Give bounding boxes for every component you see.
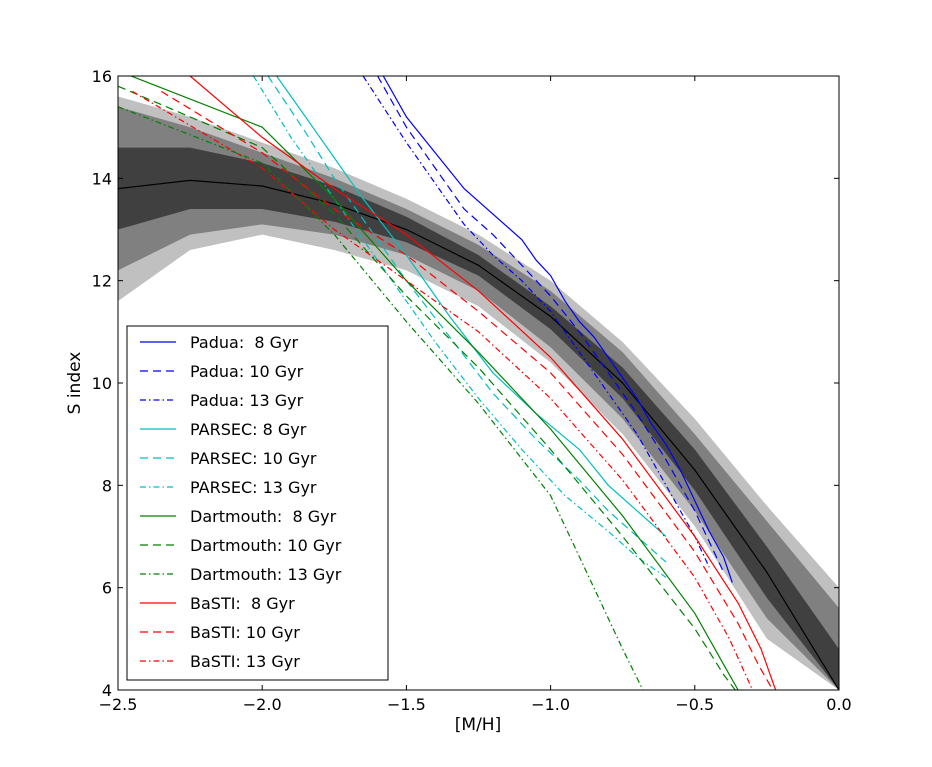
legend-label-9: BaSTI: 8 Gyr [190, 594, 295, 613]
x-tick-label: −2.0 [243, 695, 282, 714]
legend-label-1: Padua: 10 Gyr [190, 362, 304, 381]
legend-label-2: Padua: 13 Gyr [190, 391, 304, 410]
y-tick-label: 4 [102, 681, 112, 700]
series-line-padua-1 [377, 76, 725, 573]
x-tick-label: −2.5 [99, 695, 138, 714]
x-tick-label: −1.5 [387, 695, 426, 714]
legend-label-3: PARSEC: 8 Gyr [190, 420, 307, 439]
legend-box [126, 325, 389, 681]
legend-label-10: BaSTI: 10 Gyr [190, 623, 300, 642]
y-tick-label: 8 [102, 476, 112, 495]
legend-label-0: Padua: 8 Gyr [190, 333, 299, 352]
series-line-basti-10 [160, 90, 774, 690]
y-tick-label: 14 [92, 169, 112, 188]
y-tick-label: 12 [92, 272, 112, 291]
y-tick-label: 6 [102, 579, 112, 598]
series-line-parsec-5 [252, 76, 667, 578]
x-axis-label: [M/H] [455, 715, 501, 735]
series-line-parsec-4 [267, 76, 667, 563]
axis-ticks: −2.5 −2.0 −1.5 −1.0 −0.5 0.0 4 6 8 10 12 14 16 [92, 67, 852, 714]
x-tick-label: 0.0 [826, 695, 851, 714]
x-tick-label: −1.0 [531, 695, 570, 714]
series-line-padua-2 [362, 76, 710, 568]
x-tick-label: −0.5 [675, 695, 714, 714]
legend-label-5: PARSEC: 13 Gyr [190, 478, 317, 497]
y-tick-label: 16 [92, 67, 112, 86]
fit-curve [118, 179, 839, 690]
y-tick-label: 10 [92, 374, 112, 393]
legend-label-6: Dartmouth: 8 Gyr [190, 507, 337, 526]
legend: Padua: 8 Gyr Padua: 10 Gyr Padua: 13 Gyr PA… [126, 325, 389, 681]
series-line-dartmouth-7 [118, 85, 736, 690]
legend-label-8: Dartmouth: 13 Gyr [190, 565, 342, 584]
series-line-basti-9 [189, 76, 777, 690]
legend-label-7: Dartmouth: 10 Gyr [190, 536, 342, 555]
y-axis-label: S index [65, 352, 85, 415]
model-tracks [118, 76, 777, 690]
series-line-padua-0 [382, 76, 733, 583]
band-inner [118, 147, 839, 690]
series-line-basti-11 [132, 90, 754, 690]
legend-label-4: PARSEC: 10 Gyr [190, 449, 317, 468]
scatter-density-bands [118, 96, 839, 690]
legend-label-11: BaSTI: 13 Gyr [190, 652, 300, 671]
